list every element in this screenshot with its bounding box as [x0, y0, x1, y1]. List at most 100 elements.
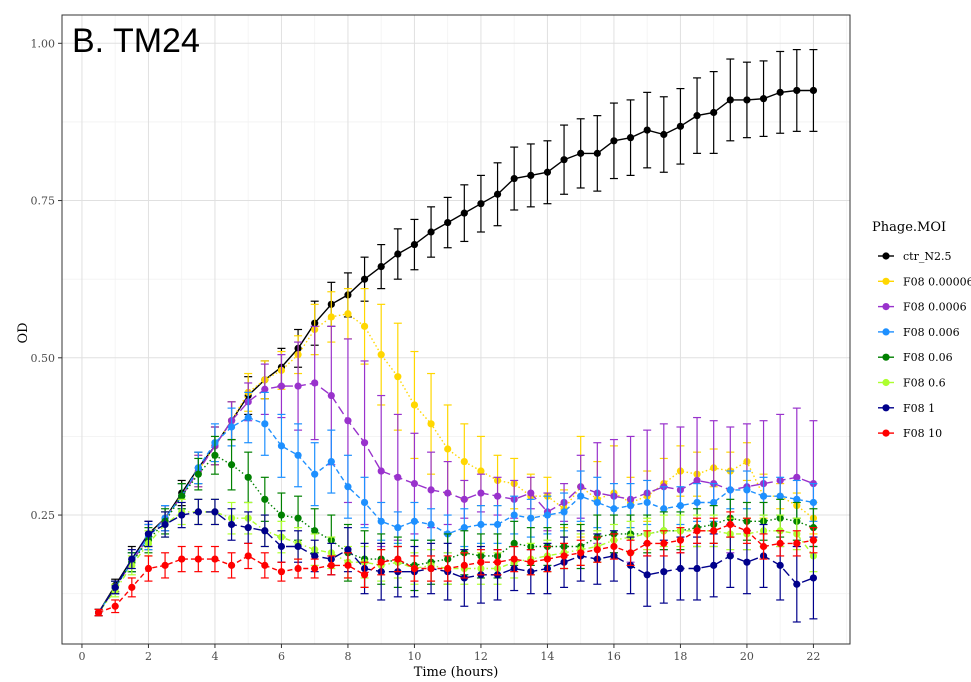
data-point — [261, 527, 269, 535]
data-point — [444, 564, 452, 573]
data-point — [128, 555, 136, 563]
data-point — [227, 561, 236, 569]
data-point — [444, 489, 452, 497]
data-point — [360, 275, 369, 283]
data-point — [211, 451, 219, 459]
data-point — [344, 310, 352, 318]
data-point — [693, 476, 701, 485]
data-point — [793, 539, 801, 547]
data-point — [394, 524, 402, 532]
data-point — [660, 539, 668, 547]
data-point — [244, 552, 252, 560]
data-point — [410, 240, 419, 249]
x-tick-label: 4 — [211, 650, 218, 663]
data-point — [477, 558, 485, 566]
legend-label: F08 0.6 — [903, 377, 946, 390]
data-point — [710, 561, 718, 569]
data-point — [294, 382, 302, 390]
data-point — [227, 461, 236, 469]
data-point — [660, 568, 668, 576]
data-point — [261, 385, 269, 393]
legend-key-point — [882, 353, 890, 361]
data-point — [577, 492, 585, 500]
data-point — [344, 561, 352, 569]
data-point — [294, 514, 302, 522]
data-point — [377, 263, 385, 271]
data-point — [460, 457, 468, 466]
data-point — [377, 558, 385, 566]
data-point — [793, 473, 801, 481]
data-point — [726, 520, 734, 529]
data-point — [693, 564, 701, 573]
data-point — [427, 420, 435, 428]
legend-key-point — [882, 378, 890, 387]
data-point — [793, 86, 801, 95]
legend-key-point — [882, 303, 890, 311]
data-point — [493, 558, 502, 566]
data-point — [643, 571, 651, 579]
plot-panel: B. TM24 — [61, 14, 851, 645]
panel-title: B. TM24 — [72, 22, 200, 60]
data-point — [776, 561, 784, 569]
data-point — [577, 149, 585, 157]
data-point — [793, 580, 801, 588]
panel-border — [61, 14, 851, 645]
data-point — [111, 602, 119, 610]
data-point — [676, 122, 685, 130]
x-axis-title: Time (hours) — [414, 665, 499, 680]
data-point — [377, 467, 385, 475]
data-point — [693, 527, 701, 535]
data-point — [610, 505, 618, 513]
data-point — [178, 492, 186, 500]
data-point — [527, 171, 535, 179]
data-point — [427, 520, 435, 529]
data-point — [477, 489, 485, 497]
y-tick-label: 0.75 — [31, 195, 56, 208]
data-point — [693, 498, 701, 507]
data-point — [194, 470, 202, 478]
data-point — [211, 508, 219, 516]
legend-item: F08 0.00006 — [878, 275, 971, 288]
data-point — [360, 571, 369, 579]
data-point — [809, 86, 818, 95]
y-tick-label: 0.25 — [31, 509, 56, 522]
data-point — [710, 498, 718, 507]
data-point — [643, 126, 651, 134]
data-point — [394, 555, 402, 563]
data-point — [809, 574, 818, 582]
legend-item: ctr_N2.5 — [878, 250, 951, 263]
data-point — [676, 536, 685, 544]
data-point — [294, 564, 302, 573]
x-tick-label: 22 — [806, 650, 820, 663]
data-point — [344, 546, 352, 554]
data-point — [560, 552, 568, 560]
data-point — [710, 527, 718, 535]
data-point — [477, 200, 485, 208]
data-point — [726, 486, 734, 494]
y-tick-label: 0.50 — [31, 352, 56, 365]
legend-items: ctr_N2.5 F08 0.00006 F08 0.0006 F08 0.006 F0… — [878, 250, 971, 440]
legend-item: F08 0.0006 — [878, 301, 967, 314]
data-point — [410, 480, 419, 488]
data-point — [543, 511, 552, 519]
data-point — [294, 451, 302, 459]
data-point — [776, 492, 784, 500]
data-point — [178, 511, 186, 519]
data-point — [643, 498, 651, 507]
data-point — [394, 473, 402, 481]
data-point — [377, 517, 385, 525]
data-point — [394, 373, 402, 381]
data-point — [410, 517, 419, 525]
data-point — [693, 112, 701, 120]
legend-label: F08 0.06 — [903, 351, 953, 364]
data-point — [577, 549, 585, 557]
data-point — [311, 379, 319, 387]
x-tick-label: 6 — [278, 650, 285, 663]
data-point — [710, 108, 718, 117]
data-point — [510, 511, 518, 519]
data-point — [510, 555, 518, 563]
data-point — [676, 502, 685, 510]
data-point — [277, 568, 286, 576]
x-tick-label: 0 — [78, 650, 85, 663]
